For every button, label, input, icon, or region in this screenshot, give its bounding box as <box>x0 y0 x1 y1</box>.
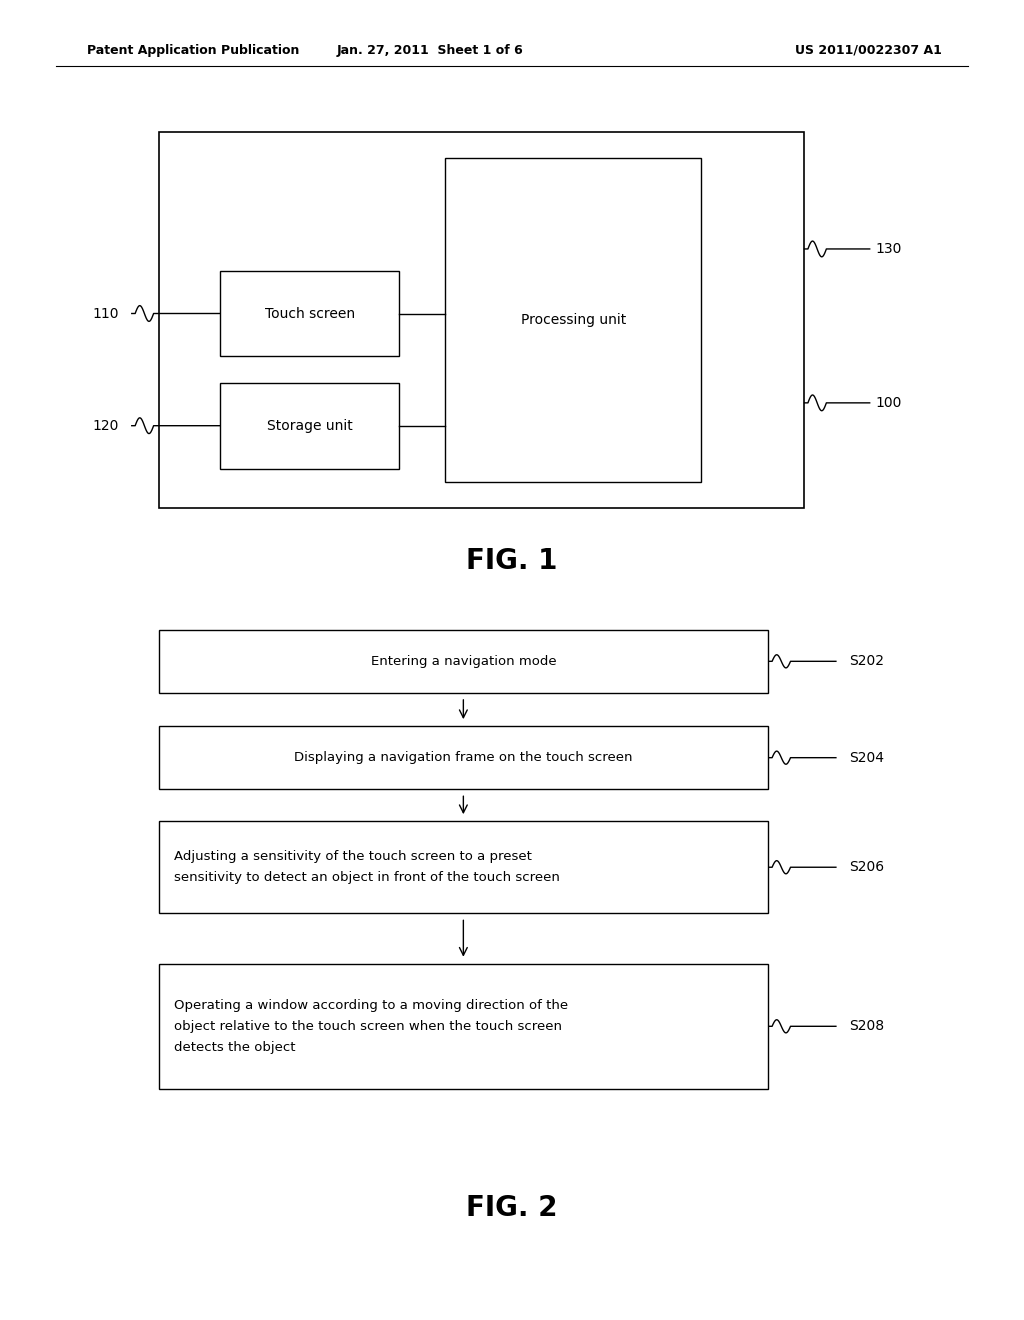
Text: 120: 120 <box>92 418 119 433</box>
Bar <box>159 132 804 508</box>
Text: Processing unit: Processing unit <box>521 313 626 327</box>
Bar <box>220 271 399 356</box>
Bar <box>220 383 399 469</box>
Text: US 2011/0022307 A1: US 2011/0022307 A1 <box>796 44 942 57</box>
Text: S202: S202 <box>849 655 884 668</box>
Text: Touch screen: Touch screen <box>264 306 355 321</box>
Text: object relative to the touch screen when the touch screen: object relative to the touch screen when… <box>174 1020 562 1032</box>
Text: S208: S208 <box>849 1019 884 1034</box>
Text: S206: S206 <box>849 861 884 874</box>
Text: sensitivity to detect an object in front of the touch screen: sensitivity to detect an object in front… <box>174 871 560 884</box>
Text: Jan. 27, 2011  Sheet 1 of 6: Jan. 27, 2011 Sheet 1 of 6 <box>337 44 523 57</box>
Text: 130: 130 <box>876 242 902 256</box>
Bar <box>159 964 768 1089</box>
Text: Operating a window according to a moving direction of the: Operating a window according to a moving… <box>174 999 568 1011</box>
Text: FIG. 1: FIG. 1 <box>466 546 558 576</box>
Text: Patent Application Publication: Patent Application Publication <box>87 44 299 57</box>
Text: FIG. 2: FIG. 2 <box>466 1193 558 1222</box>
Bar <box>159 726 768 789</box>
Text: Entering a navigation mode: Entering a navigation mode <box>371 655 556 668</box>
Text: 100: 100 <box>876 396 902 411</box>
Text: S204: S204 <box>849 751 884 764</box>
Bar <box>445 158 701 482</box>
Bar <box>159 821 768 913</box>
Bar <box>159 630 768 693</box>
Text: 110: 110 <box>92 306 119 321</box>
Text: Adjusting a sensitivity of the touch screen to a preset: Adjusting a sensitivity of the touch scr… <box>174 850 531 863</box>
Text: Storage unit: Storage unit <box>267 418 352 433</box>
Text: Displaying a navigation frame on the touch screen: Displaying a navigation frame on the tou… <box>294 751 633 764</box>
Text: detects the object: detects the object <box>174 1041 296 1053</box>
